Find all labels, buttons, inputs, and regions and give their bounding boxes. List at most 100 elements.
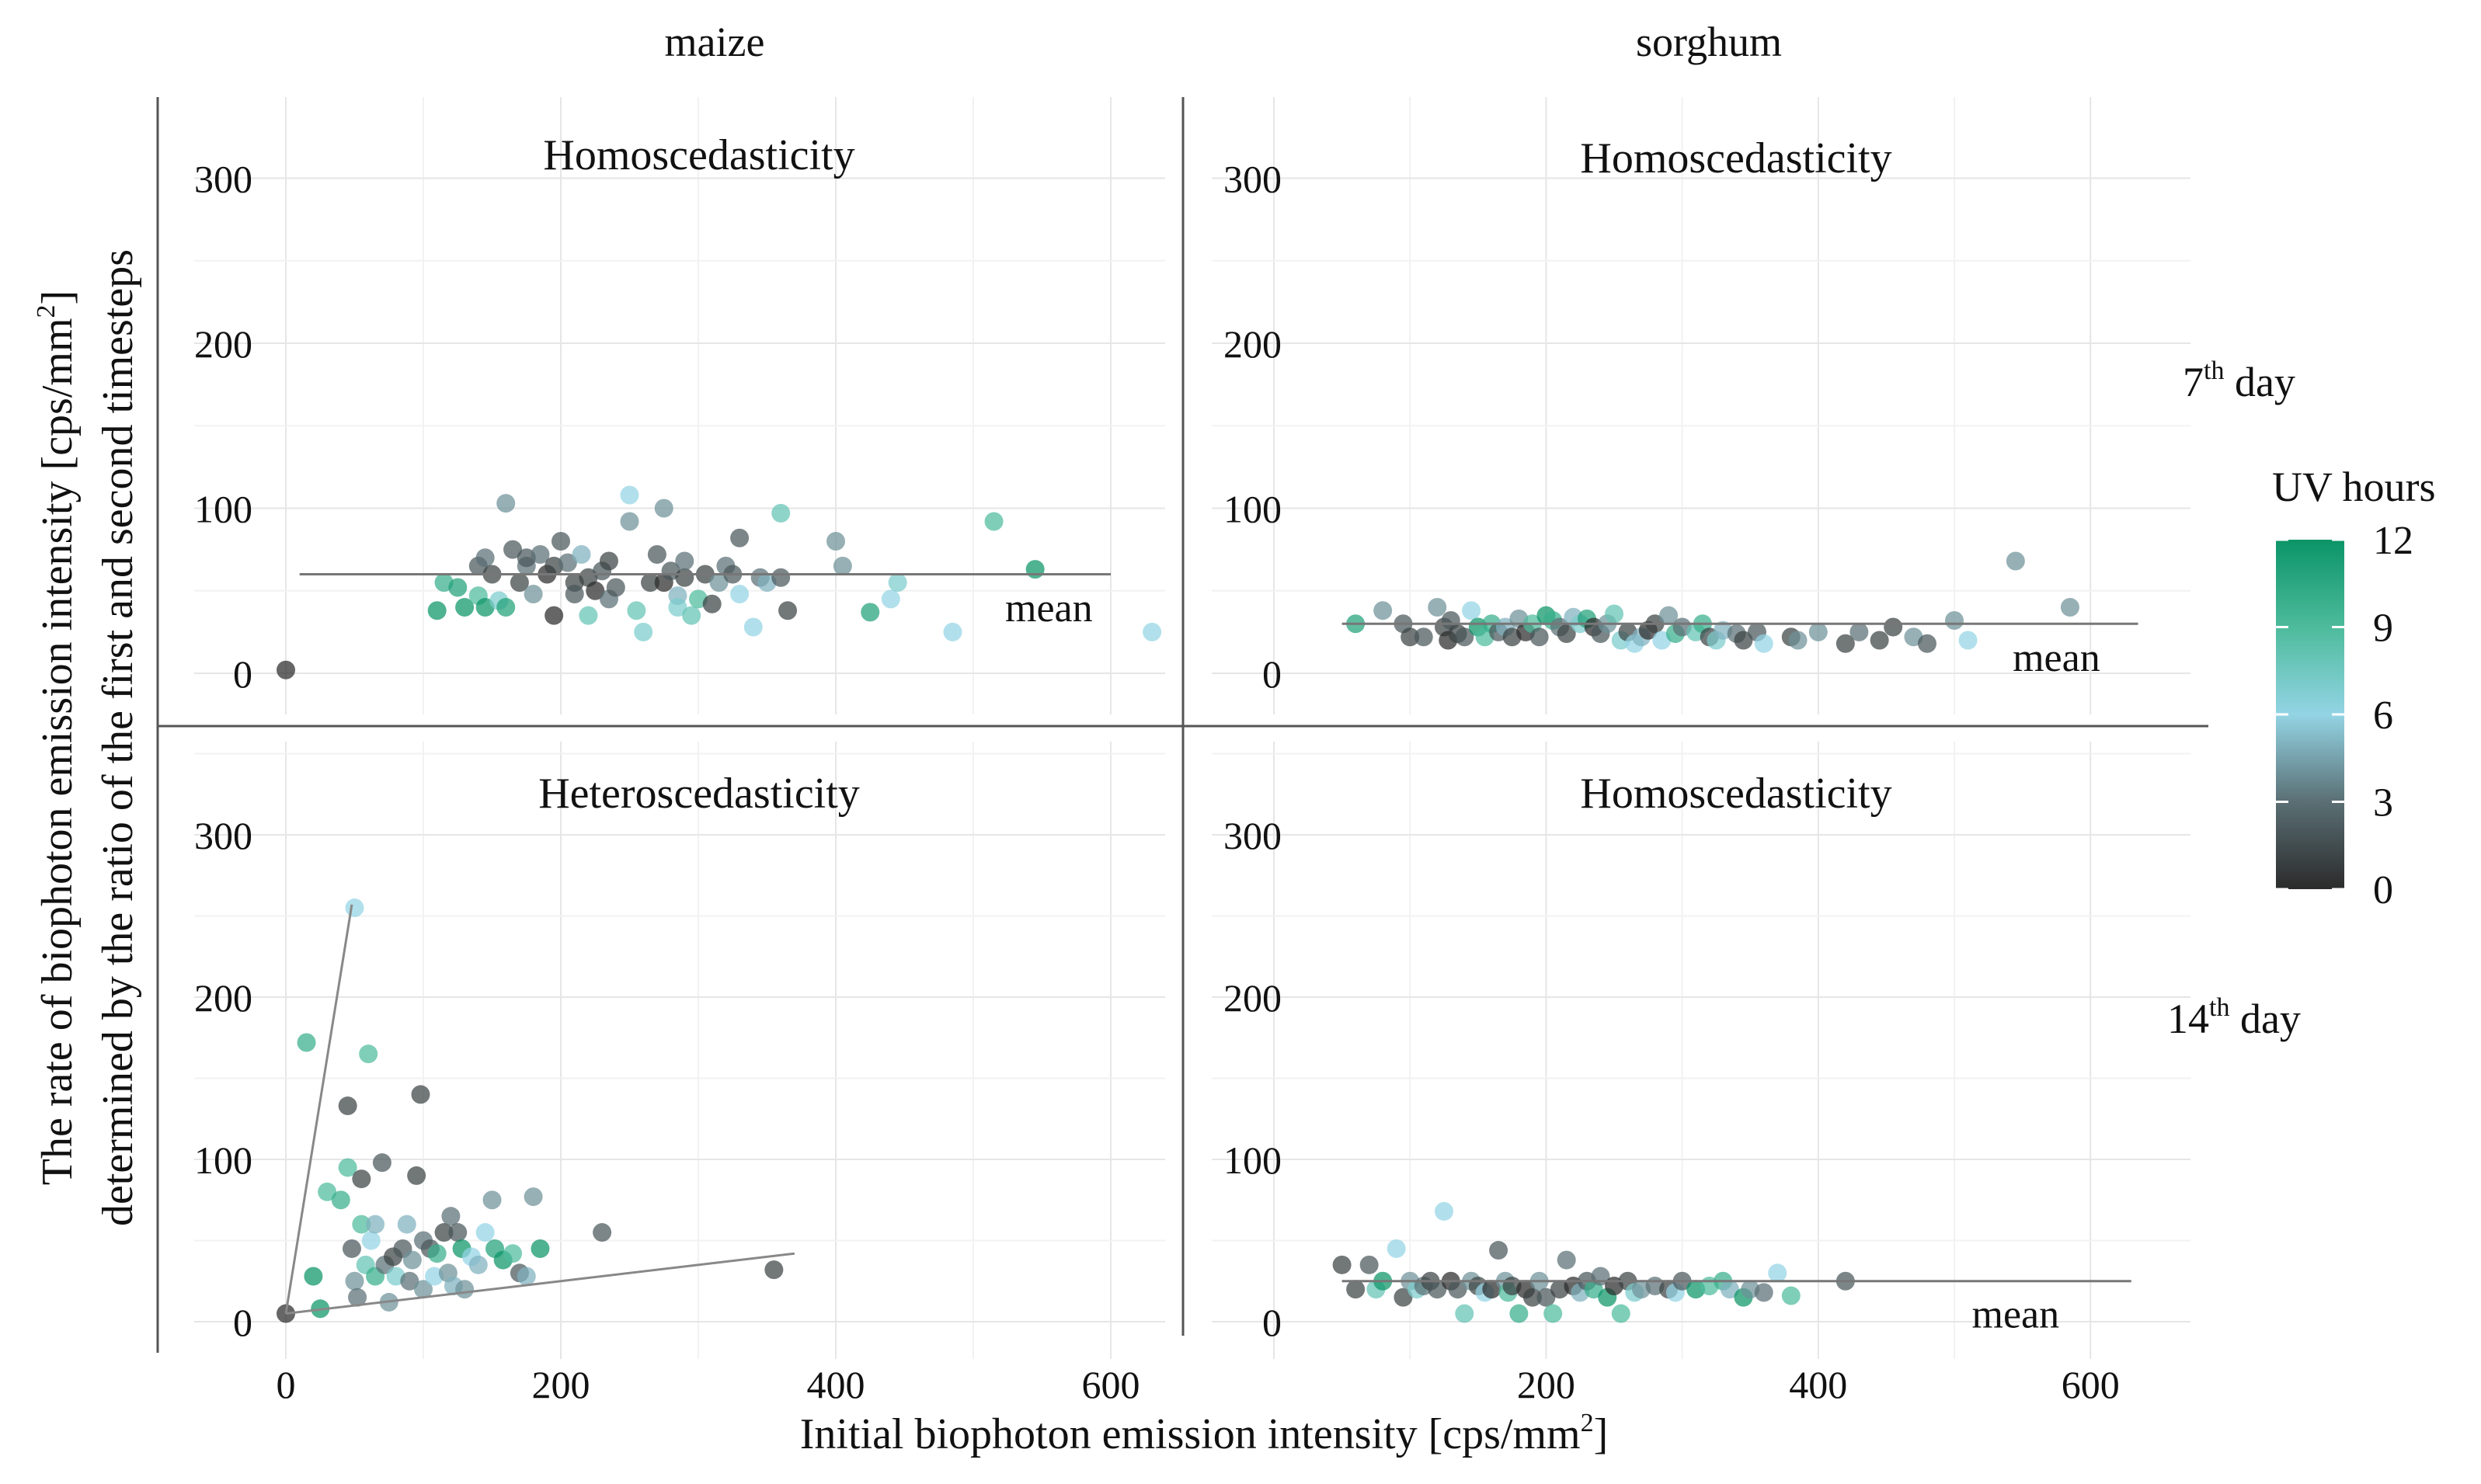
data-point [1428, 1280, 1447, 1299]
row-label-14th-day: 14th day [2167, 993, 2301, 1042]
data-point [510, 573, 529, 593]
panel-maize-14th-day: 0 100 200 300 0 200 400 600 Heteroscedasticity [194, 742, 1165, 1406]
mean-label: mean [1972, 1293, 2060, 1337]
y-tick-label: 100 [194, 488, 252, 531]
data-point [627, 601, 646, 620]
y-tick-label: 0 [1262, 652, 1282, 696]
data-point [1754, 1283, 1773, 1302]
data-point [552, 532, 570, 551]
x-tick-label: 600 [1082, 1363, 1140, 1406]
data-point [359, 1044, 378, 1064]
data-point [1720, 1280, 1739, 1299]
data-point [372, 1153, 391, 1173]
data-point [682, 606, 701, 625]
data-point [352, 1169, 371, 1189]
data-point [641, 573, 660, 593]
data-point [1605, 604, 1623, 624]
data-point [1359, 1255, 1379, 1274]
data-point [620, 485, 639, 505]
y-tick-label: 100 [1223, 488, 1282, 531]
data-point [572, 545, 591, 564]
data-point [1414, 627, 1433, 647]
data-point [496, 494, 516, 513]
data-point [1455, 627, 1474, 647]
legend-tick-label: 9 [2373, 606, 2393, 651]
panel-title: Heteroscedasticity [538, 770, 860, 818]
data-point [397, 1215, 416, 1234]
data-point [1332, 1255, 1352, 1274]
data-point [342, 1239, 361, 1258]
data-point [400, 1271, 419, 1291]
data-point [1346, 1280, 1366, 1299]
legend-title: UV hours [2272, 464, 2436, 510]
legend-tick-label: 0 [2373, 868, 2393, 912]
panel-title: Homoscedasticity [543, 131, 854, 179]
data-point [826, 532, 845, 551]
mean-label: mean [2013, 636, 2100, 680]
data-point [1788, 631, 1808, 650]
data-point [1849, 622, 1869, 641]
data-point [771, 503, 791, 523]
data-point [1455, 1304, 1474, 1323]
data-point [1025, 560, 1045, 579]
data-point [414, 1280, 433, 1299]
data-point [531, 545, 550, 564]
x-tick-label: 400 [807, 1363, 865, 1406]
y-tick-label: 300 [1223, 158, 1282, 201]
y-tick-label: 200 [194, 976, 252, 1020]
data-point [647, 545, 666, 564]
data-point [1373, 601, 1393, 620]
data-point [1448, 1280, 1467, 1299]
data-point [2060, 598, 2079, 617]
data-point [297, 1033, 316, 1052]
data-point [352, 1215, 371, 1234]
data-point [468, 1255, 488, 1274]
data-point [331, 1190, 350, 1210]
data-point [407, 1166, 426, 1185]
data-point [1509, 1304, 1529, 1323]
x-axis-title: Initial biophoton emission intensity [cp… [800, 1409, 1608, 1458]
data-point [1557, 1250, 1576, 1270]
data-point [1659, 606, 1679, 625]
data-point [1958, 631, 1978, 650]
data-point [427, 601, 447, 620]
y-axis-title-line1: The rate of biophoton emission intensity… [32, 290, 82, 1185]
data-point [675, 568, 694, 587]
legend-uv-hours: UV hours 12 9 6 3 0 [2272, 464, 2436, 912]
data-point [1462, 601, 1481, 620]
data-point [1401, 627, 1420, 647]
data-point [771, 568, 791, 587]
data-point [338, 1158, 357, 1177]
data-point [475, 1223, 495, 1242]
panel-sorghum-14th-day: 0 100 200 300 200 400 600 Homoscedasticity mean [1212, 742, 2190, 1406]
y-tick-label: 200 [1223, 322, 1282, 366]
data-point [1945, 611, 1964, 630]
panel-maize-7th-day: 0 100 200 300 Homoscedasticity mean [194, 97, 1165, 714]
data-point [1808, 622, 1828, 641]
data-point [1394, 1288, 1413, 1307]
data-point [545, 606, 564, 625]
data-point [1917, 634, 1936, 653]
data-point [1529, 627, 1549, 647]
data-point [524, 1187, 543, 1207]
data-point [1387, 1239, 1406, 1258]
data-point [730, 528, 750, 547]
data-point [634, 622, 653, 641]
data-point [361, 1231, 381, 1250]
y-axis-title-line2: determined by the ratio of the first and… [94, 249, 142, 1226]
data-point [606, 578, 625, 597]
column-label-sorghum: sorghum [1636, 19, 1782, 65]
data-point [764, 1260, 784, 1280]
data-point [455, 1280, 475, 1299]
data-point [861, 603, 880, 622]
data-point [654, 499, 673, 518]
data-point [1482, 1280, 1501, 1299]
y-tick-label: 0 [1262, 1301, 1282, 1344]
data-point [441, 1207, 461, 1226]
x-tick-label: 0 [277, 1363, 296, 1406]
legend-tick-label: 3 [2373, 781, 2393, 825]
x-tick-label: 400 [1789, 1363, 1847, 1406]
data-point [1768, 1263, 1787, 1283]
data-point [558, 553, 577, 572]
